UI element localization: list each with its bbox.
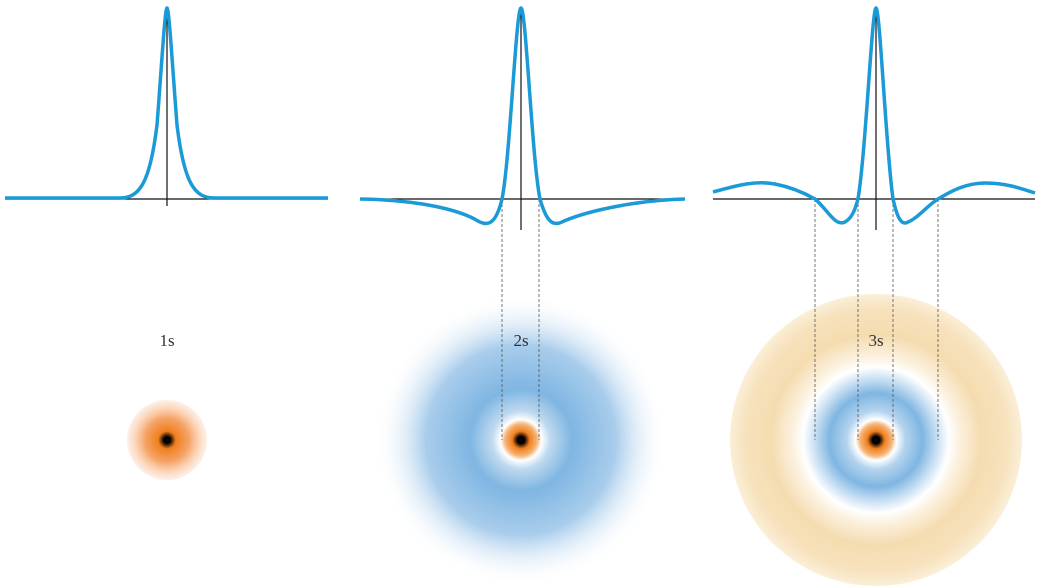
orbital-cloud [127,400,207,480]
orbital-cloud [375,294,667,586]
orbital-cloud [730,294,1022,586]
wavefunction [712,6,1036,225]
wavefunction [5,6,328,200]
orbital-label: 2s [513,331,528,350]
orbital-label: 3s [868,331,883,350]
orbital-label: 1s [159,331,174,350]
wavefunction [359,6,686,226]
